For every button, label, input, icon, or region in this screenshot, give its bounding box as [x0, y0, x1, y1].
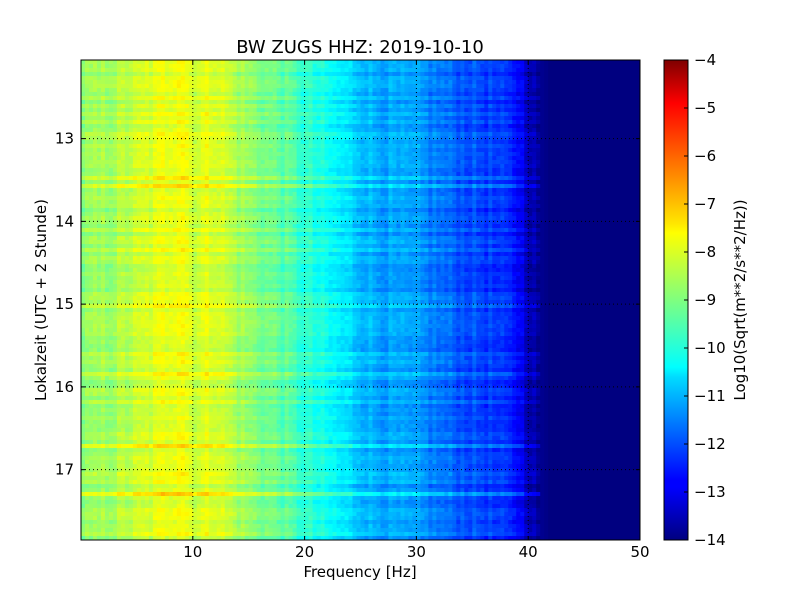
colorbar-tick-label: −5: [694, 99, 716, 117]
spectrogram-heatmap: [81, 60, 640, 540]
colorbar-label: Log10(Sqrt(m**2/s**2/Hz)): [731, 199, 749, 400]
colorbar-tick-label: −7: [694, 195, 716, 213]
y-tick-label: 14: [55, 212, 74, 230]
x-tick-label: 20: [295, 543, 314, 561]
colorbar-tick-label: −11: [694, 387, 726, 405]
y-axis-ticks: 13 14 15 16 17: [55, 130, 640, 479]
chart-title: BW ZUGS HHZ: 2019-10-10: [236, 37, 484, 58]
x-tick-label: 30: [407, 543, 426, 561]
colorbar-tick-label: −12: [694, 435, 726, 453]
colorbar-tick-label: −4: [694, 51, 716, 69]
colorbar-ticks: −14 −13 −12 −11 −10 −9 −8 −7 −6 −5 −4: [684, 51, 726, 549]
x-tick-label: 50: [630, 543, 649, 561]
x-tick-label: 40: [519, 543, 538, 561]
y-tick-label: 16: [55, 378, 74, 396]
colorbar-tick-label: −14: [694, 531, 726, 549]
y-tick-label: 17: [55, 461, 74, 479]
x-axis-ticks: 10 20 30 40 50: [183, 60, 650, 561]
grid-lines: [81, 60, 640, 540]
y-tick-label: 13: [55, 130, 74, 148]
colorbar-tick-label: −8: [694, 243, 716, 261]
colorbar-tick-label: −9: [694, 291, 716, 309]
colorbar-tick-label: −10: [694, 339, 726, 357]
y-axis-label: Lokalzeit (UTC + 2 Stunde): [32, 199, 50, 401]
colorbar-tick-label: −13: [694, 483, 726, 501]
plot-frame: [80, 59, 641, 541]
x-tick-label: 10: [183, 543, 202, 561]
y-tick-label: 15: [55, 295, 74, 313]
colorbar-tick-label: −6: [694, 147, 716, 165]
x-axis-label: Frequency [Hz]: [303, 563, 416, 581]
